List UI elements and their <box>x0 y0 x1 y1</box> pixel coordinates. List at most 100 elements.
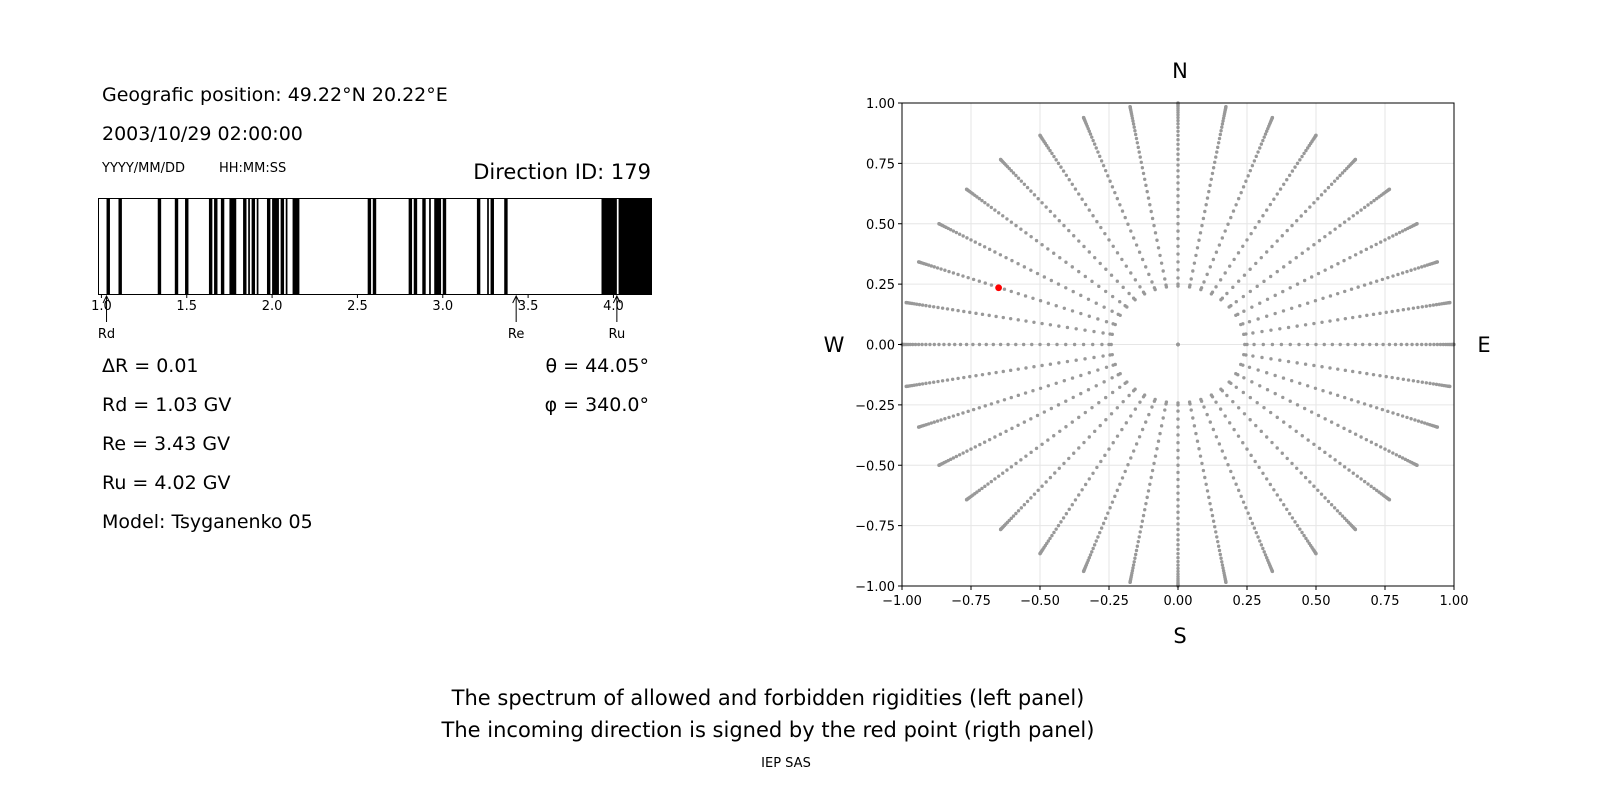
direction-point <box>978 442 982 447</box>
direction-point <box>1281 289 1285 294</box>
direction-point <box>1176 157 1180 162</box>
direction-point <box>1121 399 1125 404</box>
direction-point <box>1241 294 1246 299</box>
direction-point <box>1317 238 1322 243</box>
direction-point <box>1265 250 1269 254</box>
direction-point <box>1368 342 1372 347</box>
spectrum-band <box>251 198 256 294</box>
direction-point <box>1374 242 1378 247</box>
direction-point <box>1362 479 1367 484</box>
direction-point <box>1176 115 1180 120</box>
direction-point <box>1246 511 1250 515</box>
direction-point <box>1057 361 1061 365</box>
direction-point <box>1087 208 1091 212</box>
direction-point <box>927 381 932 385</box>
direction-point <box>1137 535 1141 539</box>
direction-point <box>965 449 969 453</box>
direction-point <box>993 477 997 481</box>
direction-point <box>1248 418 1252 422</box>
direction-point <box>1386 275 1390 280</box>
direction-point <box>1163 408 1167 412</box>
direction-point <box>1396 376 1400 381</box>
direction-point <box>1313 299 1318 303</box>
direction-point <box>1083 328 1087 332</box>
direction-point <box>968 310 972 315</box>
direction-point <box>1129 229 1133 233</box>
direction-point <box>1265 129 1269 133</box>
direction-point <box>1290 169 1295 173</box>
direction-point <box>1366 482 1370 486</box>
direction-point <box>1406 307 1411 311</box>
direction-point <box>1133 278 1138 282</box>
direction-point <box>1213 160 1217 165</box>
direction-point <box>1353 253 1358 257</box>
direction-point <box>1087 477 1091 481</box>
direction-point <box>974 311 978 316</box>
direction-point <box>1121 285 1125 290</box>
direction-point <box>977 342 982 347</box>
direction-point <box>1411 379 1416 383</box>
direction-point <box>1371 312 1376 317</box>
direction-point <box>1338 461 1342 466</box>
direction-point <box>1008 368 1013 373</box>
direction-point <box>1009 220 1014 224</box>
direction-point <box>1343 516 1347 521</box>
direction-point <box>1131 236 1136 240</box>
direction-point <box>1149 475 1153 480</box>
direction-point <box>1216 145 1220 150</box>
caption-line-2: The incoming direction is signed by the … <box>441 718 1095 742</box>
direction-point <box>1176 566 1180 571</box>
direction-point <box>1176 448 1180 453</box>
direction-point <box>1025 499 1030 504</box>
direction-point <box>1303 323 1308 327</box>
direction-point <box>1088 132 1093 136</box>
direction-point <box>1224 580 1228 585</box>
direction-point <box>1320 320 1324 324</box>
direction-point <box>1419 342 1424 347</box>
direction-point <box>1054 158 1058 162</box>
direction-point <box>1313 386 1318 390</box>
direction-point <box>1342 258 1346 263</box>
direction-point <box>1107 342 1111 347</box>
direction-point <box>1107 447 1111 451</box>
direction-point <box>1140 427 1145 432</box>
direction-point <box>1009 465 1014 469</box>
direction-point <box>1137 150 1141 154</box>
direction-point <box>1029 496 1033 500</box>
direction-point <box>1365 371 1369 376</box>
direction-point <box>1275 493 1279 497</box>
direction-point <box>1338 511 1342 516</box>
direction-point <box>1032 193 1037 197</box>
direction-point <box>1127 393 1131 398</box>
direction-point <box>1057 324 1061 328</box>
direction-point <box>932 420 936 424</box>
direction-point <box>1358 370 1362 375</box>
direction-point <box>1031 388 1035 393</box>
direction-point <box>1159 261 1164 265</box>
spectrum-band <box>243 198 247 294</box>
direction-point <box>935 419 940 423</box>
direction-point <box>1319 492 1324 496</box>
direction-point <box>1409 417 1413 421</box>
direction-point <box>1111 322 1115 326</box>
direction-point <box>1218 278 1223 282</box>
direction-point <box>1415 463 1419 467</box>
direction-point <box>1014 342 1018 347</box>
direction-points <box>900 101 1456 588</box>
direction-point <box>1102 380 1106 384</box>
direction-point <box>1110 294 1115 299</box>
direction-point <box>1359 208 1363 212</box>
direction-point <box>1270 115 1275 120</box>
direction-point <box>1048 148 1052 153</box>
direction-point <box>1394 453 1399 457</box>
direction-point <box>1300 434 1304 438</box>
direction-point <box>1096 368 1100 372</box>
direction-point <box>1269 357 1273 361</box>
direction-point <box>1270 244 1274 249</box>
direction-point <box>1176 137 1180 142</box>
direction-point <box>1074 327 1078 331</box>
direction-point <box>1349 398 1354 402</box>
direction-point <box>1231 209 1236 213</box>
direction-point <box>917 302 922 307</box>
direction-point <box>1378 311 1382 316</box>
